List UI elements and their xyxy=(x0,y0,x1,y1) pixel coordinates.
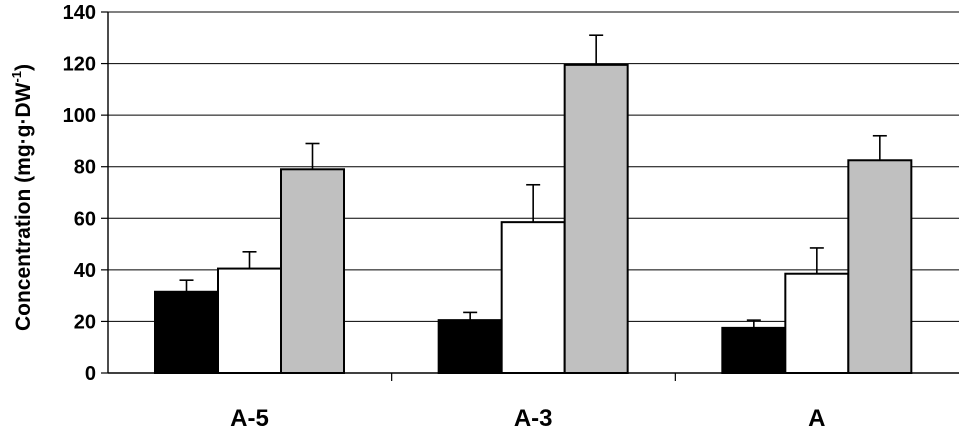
y-axis-label-main: Concentration (mg·g·DW xyxy=(12,82,35,331)
bar-A-3-series-1 xyxy=(437,319,503,374)
labels: 0 20 40 60 80 100 120 140 A-5 A-3 A Concentration (… xyxy=(9,2,826,432)
bars xyxy=(154,34,913,375)
bar-A-series-2 xyxy=(784,272,850,375)
axes xyxy=(101,11,959,381)
bar-A-3-series-3 xyxy=(563,63,629,374)
y-axis-label-superscript: -1 xyxy=(9,71,24,83)
y-axis-label-close: ) xyxy=(12,64,35,71)
bar-A-5-series-1 xyxy=(154,290,219,374)
y-tick-label: 40 xyxy=(74,260,96,282)
y-axis-label: Concentration (mg·g·DW-1) xyxy=(9,64,35,331)
bar-A-5-series-2 xyxy=(217,267,282,375)
bar-A-series-1 xyxy=(721,326,787,374)
y-tick-label: 0 xyxy=(85,363,96,385)
y-tick-label: 80 xyxy=(74,157,96,179)
y-tick-label: 20 xyxy=(74,311,96,333)
x-category-label: A xyxy=(808,405,825,432)
y-tick-label: 100 xyxy=(63,105,96,127)
y-tick-label: 120 xyxy=(63,54,96,76)
y-tick-label: 60 xyxy=(74,208,96,230)
x-category-label: A-3 xyxy=(514,405,553,432)
bar-A-5-series-3 xyxy=(280,168,345,374)
bar-A-3-series-2 xyxy=(500,221,566,374)
bar-A-series-3 xyxy=(847,159,913,374)
y-tick-label: 140 xyxy=(63,2,96,24)
x-category-label: A-5 xyxy=(230,405,269,432)
